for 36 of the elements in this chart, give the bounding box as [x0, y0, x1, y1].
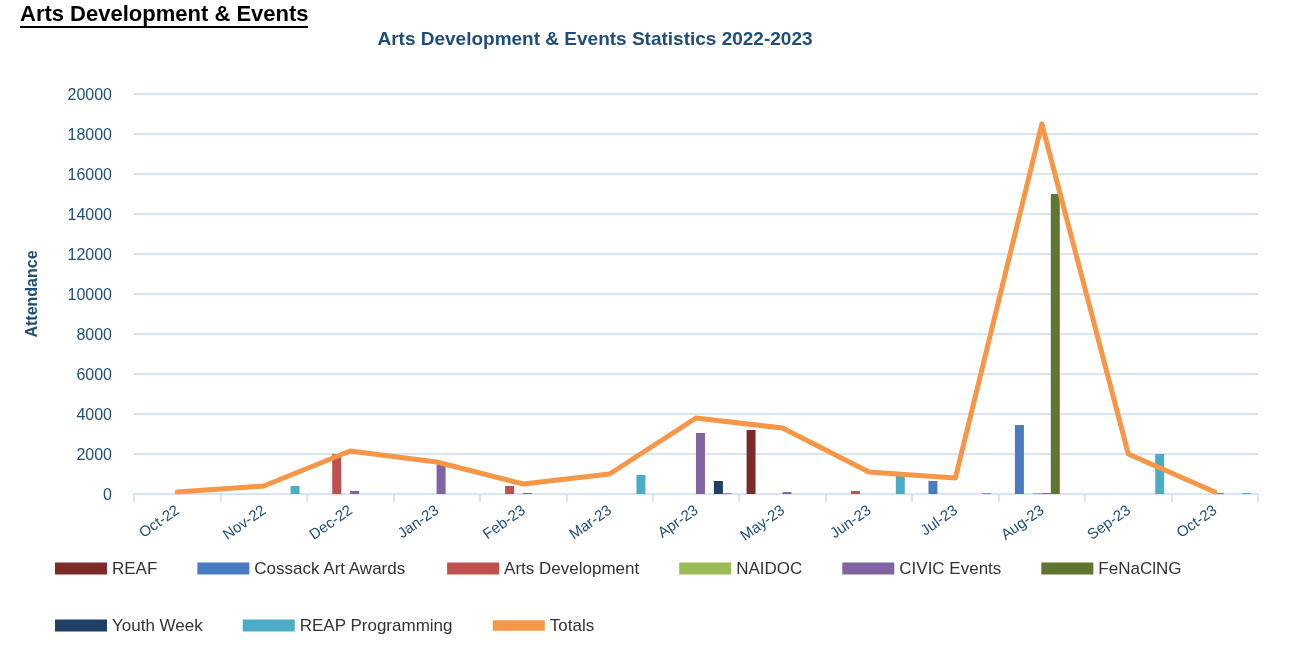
y-tick-label: 0: [103, 485, 113, 503]
bar: [850, 491, 860, 494]
legend-label: NAIDOC: [736, 559, 803, 578]
bar: [290, 486, 300, 494]
legend-label: Cossack Art Awards: [254, 559, 406, 578]
text: Arts Development & Events: [20, 0, 309, 26]
y-tick-label: 8000: [76, 325, 113, 343]
y-tick-label: 4000: [76, 405, 113, 423]
legend-label: Totals: [549, 616, 595, 635]
bar: [696, 433, 705, 494]
bar: [350, 491, 360, 494]
y-tick-label: 10000: [67, 285, 113, 303]
bar: [1014, 425, 1024, 494]
y-axis-title: Attendance: [22, 250, 40, 338]
bar: [436, 464, 446, 494]
y-tick-label: 2000: [76, 445, 113, 463]
legend-label: FeNaClNG: [1098, 559, 1182, 578]
chart-title: Arts Development & Events Statistics 2022-2023: [377, 28, 813, 49]
legend-label: Arts Development: [504, 559, 640, 578]
legend-label: Youth Week: [112, 616, 204, 635]
legend-label: REAP Programming: [299, 616, 453, 635]
bar: [895, 476, 905, 494]
y-tick-label: 12000: [67, 245, 113, 263]
y-tick-label: 18000: [67, 125, 113, 143]
bar: [928, 481, 938, 494]
bar: [505, 486, 515, 494]
y-tick-label: 20000: [67, 85, 113, 103]
bar: [636, 475, 646, 494]
y-tick-label: 6000: [76, 365, 113, 383]
bar: [746, 430, 756, 494]
legend-label: CIVIC Events: [899, 559, 1002, 578]
bar: [713, 481, 723, 494]
bar: [1050, 194, 1060, 494]
y-tick-label: 14000: [67, 205, 113, 223]
legend-label: REAF: [112, 559, 158, 578]
y-tick-label: 16000: [67, 165, 113, 183]
